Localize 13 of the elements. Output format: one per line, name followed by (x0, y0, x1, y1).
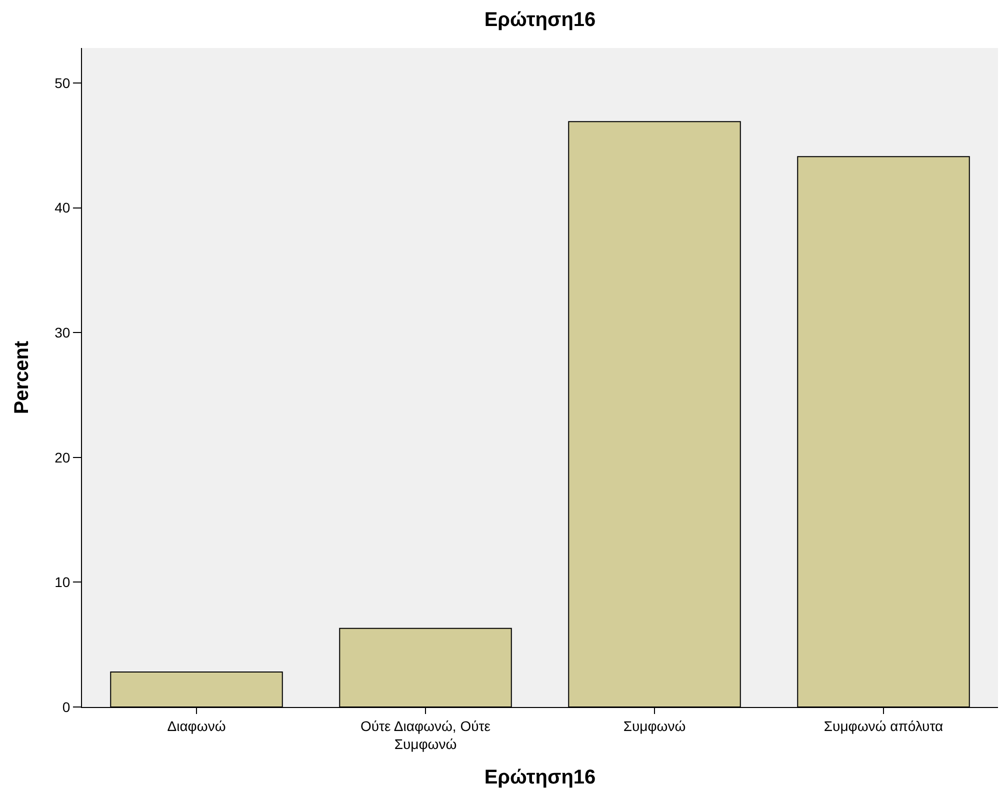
x-tick-label: Διαφωνώ (167, 718, 226, 734)
y-tick-label: 30 (54, 324, 70, 340)
chart-title: Ερώτηση16 (484, 9, 596, 31)
y-tick-label: 10 (54, 574, 70, 590)
x-axis-title: Ερώτηση16 (484, 766, 596, 788)
y-tick-label: 20 (54, 449, 70, 466)
x-tick-label: Συμφωνώ απόλυτα (824, 718, 944, 734)
x-tick-label: Ούτε Διαφωνώ, Ούτε Συμφωνώ (360, 718, 491, 752)
y-tick-label: 40 (54, 200, 70, 216)
x-tick-label: Συμφωνώ (623, 718, 686, 734)
y-tick-label: 0 (62, 698, 70, 715)
y-axis-title: Percent (11, 340, 34, 414)
y-tick-label: 50 (54, 74, 70, 91)
